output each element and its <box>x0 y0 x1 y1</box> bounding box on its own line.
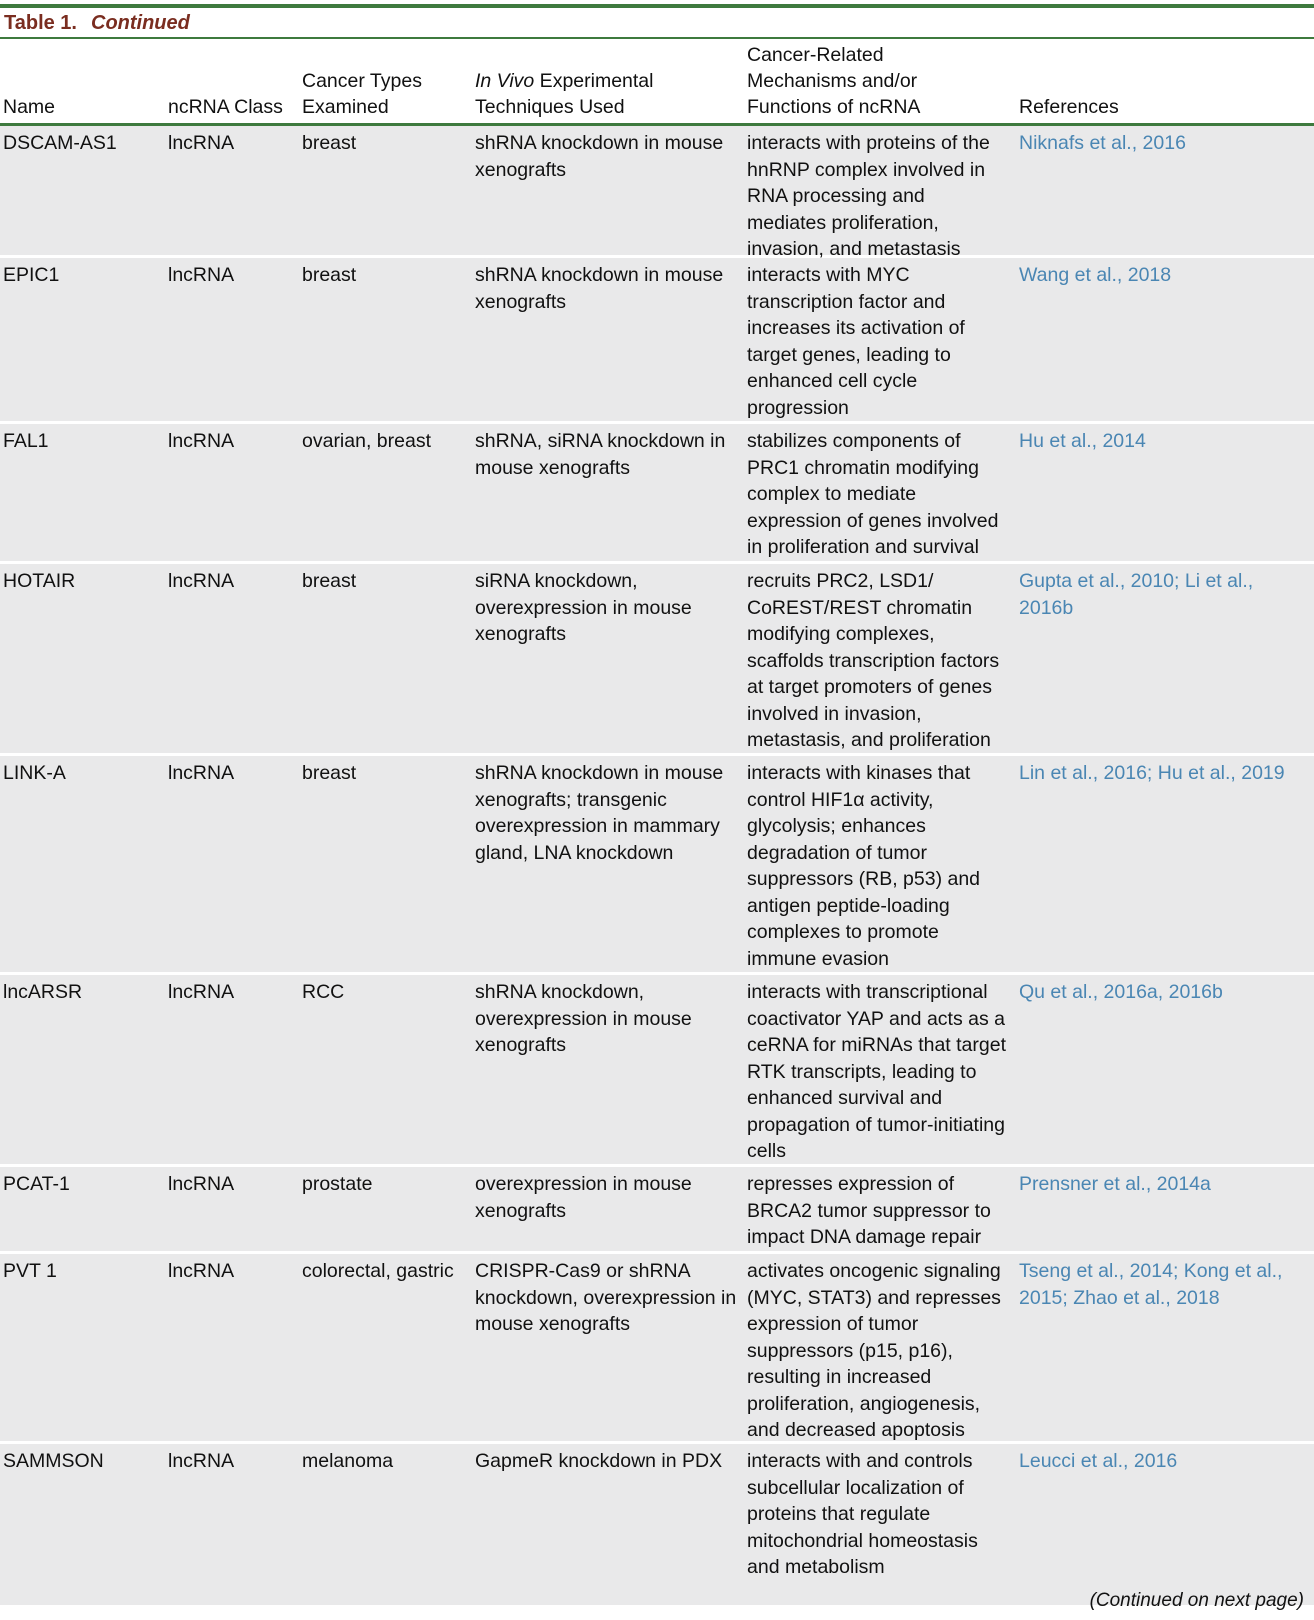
cell-name: HOTAIR <box>3 570 76 592</box>
header-tech-rest: Experimental <box>534 70 654 92</box>
cell-class: lncRNA <box>168 981 235 1003</box>
table-continued: Continued <box>91 12 190 34</box>
cell-types: breast <box>302 570 357 592</box>
cell-class: lncRNA <box>168 762 235 784</box>
cell-types: ovarian, breast <box>302 430 431 452</box>
cell-class: lncRNA <box>168 1173 235 1195</box>
table-row: PCAT-1 lncRNA prostate overexpression in… <box>0 1167 1314 1254</box>
header-mech: Cancer-Related Mechanisms and/or Functio… <box>747 42 920 120</box>
cell-name: DSCAM-AS1 <box>3 132 117 154</box>
table-row: DSCAM-AS1 lncRNA breast shRNA knockdown … <box>0 126 1314 260</box>
header-name: Name <box>3 96 56 118</box>
table-row: FAL1 lncRNA ovarian, breast shRNA, siRNA… <box>0 424 1314 564</box>
cell-refs[interactable]: Leucci et al., 2016 <box>1019 1450 1178 1472</box>
header-rule <box>0 123 1314 126</box>
cell-name: EPIC1 <box>3 264 60 286</box>
cell-tech: shRNA knockdown in mouse xenografts <box>475 264 724 313</box>
cell-name: FAL1 <box>3 430 49 452</box>
cell-types: RCC <box>302 981 345 1003</box>
cell-types: breast <box>302 264 357 286</box>
header-types-line2: Examined <box>302 96 389 118</box>
table-header: Name ncRNA Class Cancer Types Examined I… <box>0 44 1314 122</box>
cell-tech: GapmeR knockdown in PDX <box>475 1450 723 1472</box>
cell-refs[interactable]: Gupta et al., 2010; Li et al., 2016b <box>1019 570 1254 619</box>
table-label: Table 1. <box>4 12 77 34</box>
cell-refs[interactable]: Lin et al., 2016; Hu et al., 2019 <box>1019 762 1285 784</box>
cell-types: colorectal, gastric <box>302 1260 454 1282</box>
cell-refs[interactable]: Wang et al., 2018 <box>1019 264 1172 286</box>
header-class: ncRNA Class <box>168 96 283 118</box>
cell-name: SAMMSON <box>3 1450 104 1472</box>
cell-name: PVT 1 <box>3 1260 57 1282</box>
cell-tech: shRNA knockdown in mouse xenografts <box>475 132 724 181</box>
cell-tech: shRNA knockdown, overexpression in mouse… <box>475 981 692 1056</box>
table-row: HOTAIR lncRNA breast siRNA knockdown, ov… <box>0 564 1314 756</box>
cell-class: lncRNA <box>168 430 235 452</box>
cell-types: breast <box>302 132 357 154</box>
cell-mech: represses expression of BRCA2 tumor supp… <box>747 1173 991 1248</box>
header-mech-line3: Functions of ncRNA <box>747 96 921 118</box>
header-types-line1: Cancer Types <box>302 70 422 92</box>
title-rule <box>0 37 1314 39</box>
cell-class: lncRNA <box>168 264 235 286</box>
cell-tech: shRNA, siRNA knockdown in mouse xenograf… <box>475 430 726 479</box>
cell-name: PCAT-1 <box>3 1173 70 1195</box>
cell-refs[interactable]: Tseng et al., 2014; Kong et al., 2015; Z… <box>1019 1260 1283 1309</box>
continued-note: (Continued on next page) <box>1089 1590 1304 1611</box>
table-row: EPIC1 lncRNA breast shRNA knockdown in m… <box>0 258 1314 424</box>
cell-name: lncARSR <box>3 981 83 1003</box>
header-tech-line2: Techniques Used <box>475 96 625 118</box>
table-row: LINK-A lncRNA breast shRNA knockdown in … <box>0 756 1314 975</box>
cell-mech: interacts with MYC transcription factor … <box>747 264 965 419</box>
cell-mech: interacts with transcriptional coactivat… <box>747 981 1007 1162</box>
table-row: SAMMSON lncRNA melanoma GapmeR knockdown… <box>0 1444 1314 1608</box>
table-title: Table 1. Continued <box>4 12 190 35</box>
cell-types: melanoma <box>302 1450 394 1472</box>
header-tech-italic: In Vivo <box>475 70 535 92</box>
cell-mech: interacts with and controls subcellular … <box>747 1450 978 1578</box>
cell-types: prostate <box>302 1173 373 1195</box>
cell-tech: shRNA knockdown in mouse xenografts; tra… <box>475 762 724 864</box>
table-row: PVT 1 lncRNA colorectal, gastric CRISPR-… <box>0 1254 1314 1444</box>
cell-refs[interactable]: Hu et al., 2014 <box>1019 430 1146 452</box>
cell-mech: recruits PRC2, LSD1/ CoREST/REST chromat… <box>747 570 1000 751</box>
cell-class: lncRNA <box>168 1260 235 1282</box>
header-tech-line1: In Vivo Experimental <box>475 68 653 94</box>
table-row: lncARSR lncRNA RCC shRNA knockdown, over… <box>0 975 1314 1167</box>
cell-tech: CRISPR-Cas9 or shRNA knockdown, overexpr… <box>475 1260 737 1335</box>
cell-class: lncRNA <box>168 570 235 592</box>
cell-refs[interactable]: Prensner et al., 2014a <box>1019 1173 1211 1195</box>
cell-mech: interacts with kinases that control HIF1… <box>747 762 981 970</box>
cell-tech: siRNA knockdown, overexpression in mouse… <box>475 570 692 645</box>
cell-mech: activates oncogenic signaling (MYC, STAT… <box>747 1260 1001 1441</box>
header-mech-line1: Cancer-Related <box>747 44 884 66</box>
cell-refs[interactable]: Niknafs et al., 2016 <box>1019 132 1186 154</box>
header-mech-line2: Mechanisms and/or <box>747 70 918 92</box>
table-body: DSCAM-AS1 lncRNA breast shRNA knockdown … <box>0 126 1314 1608</box>
cell-refs[interactable]: Qu et al., 2016a, 2016b <box>1019 981 1223 1003</box>
header-refs: References <box>1019 96 1119 118</box>
top-rule <box>0 4 1314 8</box>
cell-class: lncRNA <box>168 1450 235 1472</box>
header-types: Cancer Types Examined <box>302 68 422 120</box>
cell-class: lncRNA <box>168 132 235 154</box>
header-tech: In Vivo Experimental Techniques Used <box>475 68 653 120</box>
cell-mech: interacts with proteins of the hnRNP com… <box>747 132 990 260</box>
cell-tech: overexpression in mouse xenografts <box>475 1173 692 1222</box>
cell-name: LINK-A <box>3 762 66 784</box>
cell-types: breast <box>302 762 357 784</box>
cell-mech: stabilizes components of PRC1 chromatin … <box>747 430 999 558</box>
